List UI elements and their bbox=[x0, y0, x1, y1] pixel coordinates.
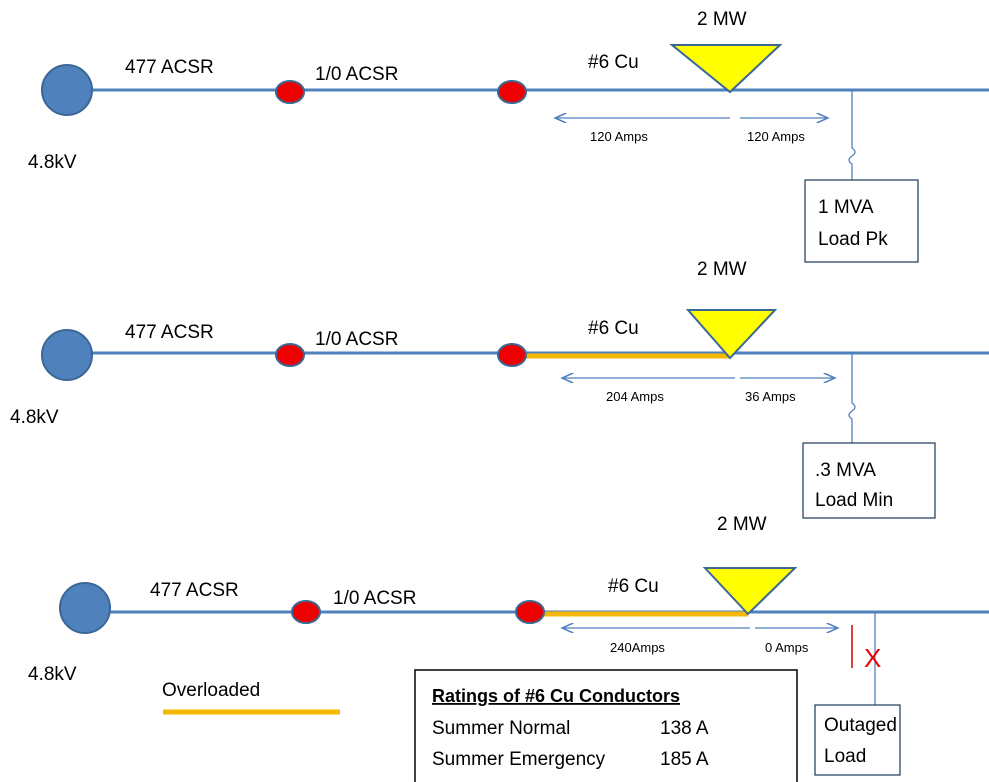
segment-label: 477 ACSR bbox=[125, 57, 214, 78]
load-box bbox=[814, 704, 901, 776]
segment-label: 477 ACSR bbox=[150, 580, 239, 601]
rating-name: Summer Normal bbox=[432, 718, 570, 739]
rating-name: Summer Emergency bbox=[432, 749, 606, 770]
load-label: Outaged bbox=[824, 715, 897, 736]
load-label: Load Pk bbox=[818, 229, 888, 250]
load-label: .3 MVA bbox=[815, 460, 876, 481]
load-label: Load bbox=[824, 746, 866, 767]
load-box bbox=[804, 179, 919, 263]
generator-label: 2 MW bbox=[717, 514, 767, 535]
source-label: 4.8kV bbox=[28, 152, 77, 173]
segment-label: 1/0 ACSR bbox=[315, 64, 398, 85]
node bbox=[275, 80, 305, 104]
scenario-1: 4.8kV 477 ACSR 1/0 ACSR #6 Cu 2 MW 120 A… bbox=[28, 9, 989, 263]
ratings-title: Ratings of #6 Cu Conductors bbox=[432, 686, 680, 706]
generator-label: 2 MW bbox=[697, 259, 747, 280]
generator bbox=[685, 309, 778, 360]
load-box bbox=[802, 442, 936, 519]
source-label: 4.8kV bbox=[10, 407, 59, 428]
scenario-3: X 4.8kV 477 ACSR 1/0 ACSR #6 Cu 2 MW 240… bbox=[28, 514, 989, 776]
legend-label: Overloaded bbox=[162, 680, 260, 701]
rating-value: 185 A bbox=[660, 749, 709, 770]
tap-line bbox=[848, 353, 856, 443]
source bbox=[41, 329, 93, 381]
generator bbox=[702, 567, 798, 616]
generator-label: 2 MW bbox=[697, 9, 747, 30]
node bbox=[275, 343, 305, 367]
amps-label: 36 Amps bbox=[745, 389, 796, 404]
scenario-2: 4.8kV 477 ACSR 1/0 ACSR #6 Cu 2 MW 204 A… bbox=[10, 259, 989, 519]
source-label: 4.8kV bbox=[28, 664, 77, 685]
load-label: 1 MVA bbox=[818, 197, 874, 218]
amps-label: 120 Amps bbox=[747, 129, 805, 144]
segment-label: #6 Cu bbox=[588, 52, 639, 73]
source bbox=[59, 582, 111, 634]
amps-label: 240Amps bbox=[610, 640, 665, 655]
outage-mark: X bbox=[864, 643, 881, 673]
rating-value: 138 A bbox=[660, 718, 709, 739]
node bbox=[291, 600, 321, 624]
node bbox=[497, 343, 527, 367]
amps-label: 204 Amps bbox=[606, 389, 664, 404]
load-label: Load Min bbox=[815, 490, 893, 511]
node bbox=[515, 600, 545, 624]
generator bbox=[669, 44, 783, 94]
segment-label: #6 Cu bbox=[588, 318, 639, 339]
amps-label: 120 Amps bbox=[590, 129, 648, 144]
source bbox=[41, 64, 93, 116]
ratings-box bbox=[414, 669, 798, 782]
amps-label: 0 Amps bbox=[765, 640, 809, 655]
node bbox=[497, 80, 527, 104]
segment-label: 1/0 ACSR bbox=[315, 329, 398, 350]
segment-label: 477 ACSR bbox=[125, 322, 214, 343]
tap-line bbox=[848, 90, 856, 180]
segment-label: 1/0 ACSR bbox=[333, 588, 416, 609]
segment-label: #6 Cu bbox=[608, 576, 659, 597]
